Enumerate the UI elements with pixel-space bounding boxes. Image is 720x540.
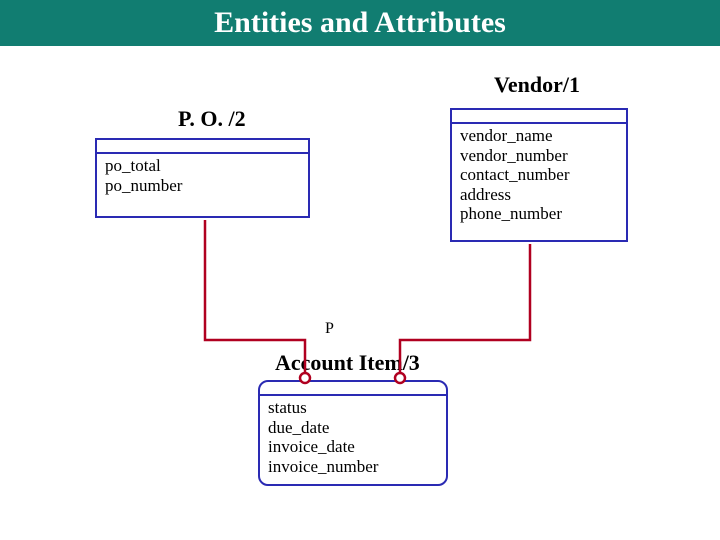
attr: vendor_number	[460, 146, 618, 166]
entity-body-account: status due_date invoice_date invoice_num…	[260, 396, 446, 482]
attr: invoice_number	[268, 457, 438, 477]
attr: invoice_date	[268, 437, 438, 457]
entity-box-po: po_total po_number	[95, 138, 310, 218]
entity-body-vendor: vendor_name vendor_number contact_number…	[452, 124, 626, 230]
attr: po_total	[105, 156, 300, 176]
attr: po_number	[105, 176, 300, 196]
page-title: Entities and Attributes	[0, 0, 720, 46]
diagram-stage: Entities and Attributes P. O. /2 po_tota…	[0, 0, 720, 540]
entity-header-vendor	[452, 110, 626, 124]
attr: phone_number	[460, 204, 618, 224]
relationship-label: P	[325, 320, 334, 338]
attr: due_date	[268, 418, 438, 438]
entity-box-vendor: vendor_name vendor_number contact_number…	[450, 108, 628, 242]
entity-box-account: status due_date invoice_date invoice_num…	[258, 380, 448, 486]
entity-header-account	[260, 382, 446, 396]
attr: vendor_name	[460, 126, 618, 146]
entity-label-account: Account Item/3	[275, 350, 420, 376]
attr: status	[268, 398, 438, 418]
attr: contact_number	[460, 165, 618, 185]
entity-label-po: P. O. /2	[178, 106, 246, 132]
entity-header-po	[97, 140, 308, 154]
entity-body-po: po_total po_number	[97, 154, 308, 201]
attr: address	[460, 185, 618, 205]
entity-label-vendor: Vendor/1	[494, 72, 580, 98]
